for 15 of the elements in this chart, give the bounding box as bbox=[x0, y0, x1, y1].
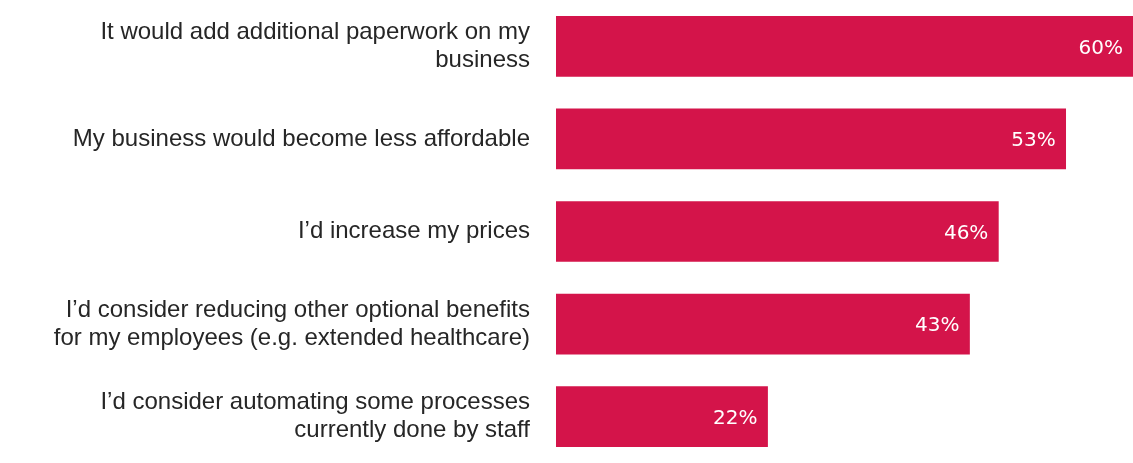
bar bbox=[556, 201, 999, 262]
data-label: 46% bbox=[943, 219, 989, 244]
bar bbox=[556, 386, 768, 448]
y-tick-label: It would add additional paperwork on my business bbox=[100, 16, 530, 72]
bar bbox=[556, 15, 1133, 77]
bar bbox=[556, 108, 1067, 170]
y-tick-label: I’d increase my prices bbox=[297, 216, 530, 244]
y-tick-label: My business would become less affordable bbox=[72, 123, 530, 151]
y-tick-label: I’d consider reducing other optional benefits for my employees (e.g. extended healthcare) bbox=[53, 294, 530, 350]
data-label: 60% bbox=[1078, 34, 1123, 59]
data-label: 53% bbox=[1011, 127, 1056, 152]
data-label: 22% bbox=[713, 404, 758, 429]
y-tick-label: I’d consider automating some processes currently done by staff bbox=[100, 387, 531, 443]
bar bbox=[556, 293, 970, 355]
data-label: 43% bbox=[915, 312, 960, 337]
